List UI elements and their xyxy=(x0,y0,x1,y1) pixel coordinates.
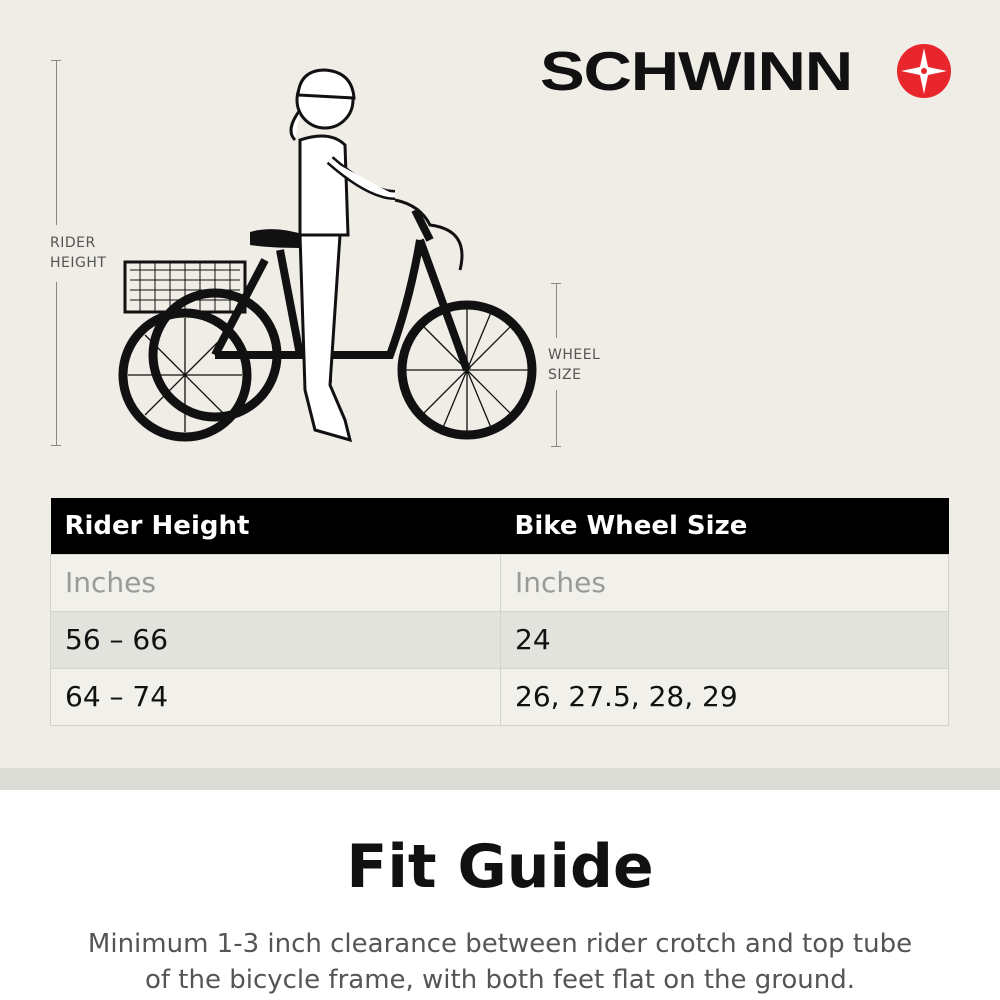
tick xyxy=(551,283,561,284)
table-row: 64 – 74 26, 27.5, 28, 29 xyxy=(50,667,949,726)
trike-rider-illustration xyxy=(118,68,537,443)
divider-band xyxy=(0,768,1000,790)
header-wheel-size: Bike Wheel Size xyxy=(500,498,949,554)
rider-height-line-lower xyxy=(56,282,57,445)
wheel-size-cell: 24 xyxy=(500,610,949,669)
wheel-size-line-lower xyxy=(556,390,557,446)
tick xyxy=(51,60,61,61)
header-rider-height: Rider Height xyxy=(50,498,501,554)
fit-table: Rider Height Bike Wheel Size Inches Inch… xyxy=(50,498,949,726)
description-line: of the bicycle frame, with both feet fla… xyxy=(144,965,856,995)
fit-description: Minimum 1-3 inch clearance between rider… xyxy=(0,926,1000,998)
rider-height-cell: 64 – 74 xyxy=(50,667,501,726)
wheel-size-label: WHEEL SIZE xyxy=(548,347,601,383)
wheel-size-line xyxy=(556,283,557,338)
schwinn-logo: SCHWINN xyxy=(540,44,951,99)
unit-cell: Inches xyxy=(500,553,949,612)
wheel-size-cell: 26, 27.5, 28, 29 xyxy=(500,667,949,726)
rider-height-label: RIDER HEIGHT xyxy=(50,235,107,271)
tick xyxy=(51,445,61,446)
page-title: Fit Guide xyxy=(346,832,654,902)
unit-cell: Inches xyxy=(50,553,501,612)
rider-height-line xyxy=(56,60,57,225)
schwinn-star-icon xyxy=(897,44,951,98)
description-line: Minimum 1-3 inch clearance between rider… xyxy=(87,929,913,959)
rider-height-cell: 56 – 66 xyxy=(50,610,501,669)
table-header-row: Rider Height Bike Wheel Size xyxy=(50,498,949,554)
tick xyxy=(551,446,561,447)
units-row: Inches Inches xyxy=(50,553,949,612)
table-row: 56 – 66 24 xyxy=(50,610,949,669)
